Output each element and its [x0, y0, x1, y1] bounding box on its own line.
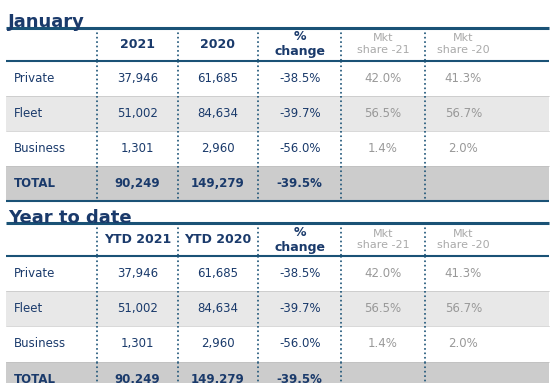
- Text: 56.7%: 56.7%: [445, 302, 482, 315]
- Text: Fleet: Fleet: [14, 107, 43, 120]
- Text: 90,249: 90,249: [114, 373, 160, 383]
- Text: -39.7%: -39.7%: [279, 302, 321, 315]
- Text: -38.5%: -38.5%: [279, 72, 320, 85]
- Text: 51,002: 51,002: [117, 107, 158, 120]
- Bar: [6, 291, 549, 326]
- Text: %
change: % change: [274, 30, 325, 58]
- Text: Mkt
share -20: Mkt share -20: [437, 33, 490, 55]
- Text: 41.3%: 41.3%: [445, 72, 482, 85]
- Text: 61,685: 61,685: [198, 267, 238, 280]
- Text: 1,301: 1,301: [120, 337, 154, 350]
- Text: Business: Business: [14, 142, 66, 155]
- Text: 1,301: 1,301: [120, 142, 154, 155]
- Text: 84,634: 84,634: [198, 107, 238, 120]
- Bar: [6, 131, 549, 166]
- Text: Fleet: Fleet: [14, 302, 43, 315]
- Text: 149,279: 149,279: [191, 373, 245, 383]
- Text: 90,249: 90,249: [114, 177, 160, 190]
- Text: YTD 2021: YTD 2021: [104, 233, 171, 246]
- Bar: [6, 96, 549, 131]
- Text: -56.0%: -56.0%: [279, 142, 320, 155]
- Text: Mkt
share -21: Mkt share -21: [357, 229, 409, 250]
- Text: 42.0%: 42.0%: [364, 72, 402, 85]
- Text: 2,960: 2,960: [201, 337, 235, 350]
- Text: 56.5%: 56.5%: [365, 107, 401, 120]
- Text: January: January: [8, 13, 85, 31]
- Text: Year to date: Year to date: [8, 209, 132, 227]
- Text: -39.5%: -39.5%: [277, 373, 322, 383]
- Bar: [6, 256, 549, 291]
- Text: 2020: 2020: [200, 38, 235, 51]
- Text: 56.7%: 56.7%: [445, 107, 482, 120]
- Bar: [6, 362, 549, 383]
- Text: Mkt
share -21: Mkt share -21: [357, 33, 409, 55]
- Text: -38.5%: -38.5%: [279, 267, 320, 280]
- Text: YTD 2020: YTD 2020: [184, 233, 251, 246]
- Text: 2,960: 2,960: [201, 142, 235, 155]
- Text: Private: Private: [14, 72, 56, 85]
- Text: -56.0%: -56.0%: [279, 337, 320, 350]
- Text: TOTAL: TOTAL: [14, 373, 56, 383]
- Text: -39.5%: -39.5%: [277, 177, 322, 190]
- Text: 56.5%: 56.5%: [365, 302, 401, 315]
- Text: Private: Private: [14, 267, 56, 280]
- Text: %
change: % change: [274, 226, 325, 254]
- Text: 84,634: 84,634: [198, 302, 238, 315]
- Text: 51,002: 51,002: [117, 302, 158, 315]
- Text: 1.4%: 1.4%: [368, 142, 398, 155]
- Text: 37,946: 37,946: [117, 267, 158, 280]
- Text: 41.3%: 41.3%: [445, 267, 482, 280]
- Text: 42.0%: 42.0%: [364, 267, 402, 280]
- Text: 61,685: 61,685: [198, 72, 238, 85]
- Text: 1.4%: 1.4%: [368, 337, 398, 350]
- Bar: [6, 326, 549, 362]
- Text: Business: Business: [14, 337, 66, 350]
- Text: Mkt
share -20: Mkt share -20: [437, 229, 490, 250]
- Bar: [6, 61, 549, 96]
- Text: 149,279: 149,279: [191, 177, 245, 190]
- Text: -39.7%: -39.7%: [279, 107, 321, 120]
- Text: 2.0%: 2.0%: [448, 337, 478, 350]
- Text: 2.0%: 2.0%: [448, 142, 478, 155]
- Bar: [6, 166, 549, 201]
- Text: 37,946: 37,946: [117, 72, 158, 85]
- Text: 2021: 2021: [120, 38, 155, 51]
- Text: TOTAL: TOTAL: [14, 177, 56, 190]
